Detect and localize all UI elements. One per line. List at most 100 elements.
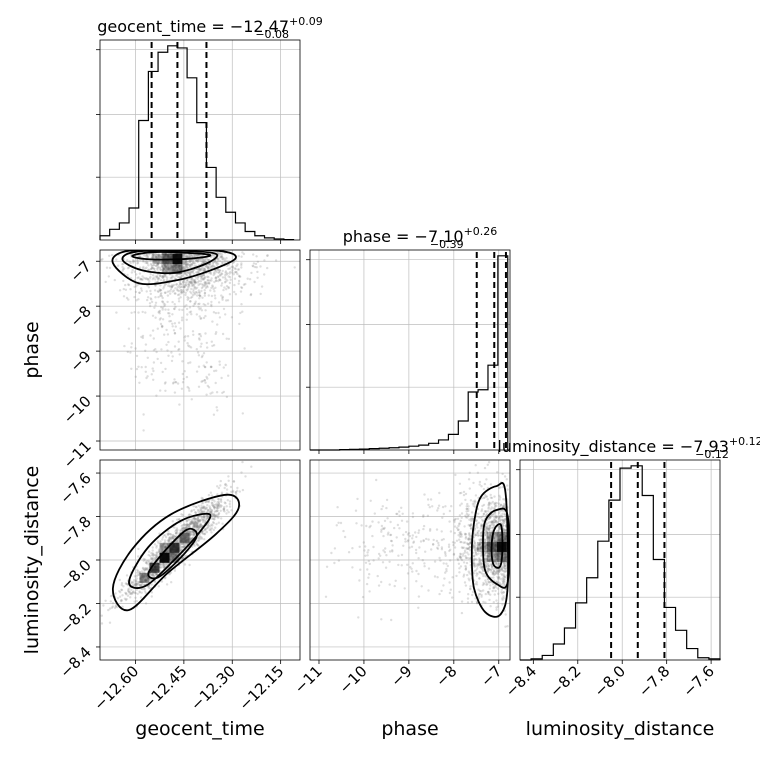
sample-point xyxy=(161,266,165,269)
sample-point xyxy=(192,519,195,522)
sample-point xyxy=(165,562,168,566)
sample-point xyxy=(200,317,203,320)
sample-point xyxy=(192,288,195,291)
sample-point xyxy=(202,273,206,277)
sample-point xyxy=(144,311,147,314)
sample-point xyxy=(473,555,476,558)
sample-point xyxy=(472,554,476,558)
sample-point xyxy=(161,564,164,567)
sample-point xyxy=(366,568,369,571)
sample-point xyxy=(153,543,157,546)
sample-point xyxy=(225,488,229,491)
sample-point xyxy=(153,289,157,292)
sample-point xyxy=(138,255,141,258)
sample-point xyxy=(203,284,206,288)
sample-point xyxy=(197,289,200,292)
sample-point xyxy=(485,531,488,534)
sample-point xyxy=(172,275,175,278)
sample-point xyxy=(146,356,149,359)
sample-point xyxy=(234,267,237,271)
sample-point xyxy=(136,592,139,596)
sample-point xyxy=(485,527,488,530)
sample-point xyxy=(166,542,169,545)
sample-point xyxy=(256,270,259,274)
sample-point xyxy=(173,569,177,572)
sample-point xyxy=(204,507,207,511)
sample-point xyxy=(170,554,173,557)
sample-point xyxy=(190,509,194,512)
sample-point xyxy=(193,302,196,306)
sample-point xyxy=(365,524,368,528)
sample-point xyxy=(503,558,507,562)
sample-point xyxy=(180,524,183,528)
sample-point xyxy=(180,266,184,269)
sample-point xyxy=(215,514,219,518)
sample-point xyxy=(499,503,503,507)
sample-point xyxy=(164,308,167,311)
sample-point xyxy=(197,528,200,531)
sample-point xyxy=(151,557,155,560)
sample-point xyxy=(274,259,278,262)
sample-point xyxy=(458,514,462,517)
sample-point xyxy=(178,264,181,268)
sample-point xyxy=(503,570,506,574)
sample-point xyxy=(175,531,179,534)
sample-point xyxy=(189,513,192,517)
sample-point xyxy=(476,471,480,474)
sample-point xyxy=(166,333,170,336)
sample-point xyxy=(166,349,169,352)
sample-point xyxy=(147,560,151,564)
sample-point xyxy=(193,280,196,284)
sample-point xyxy=(227,479,230,482)
y-tick-label: −7 xyxy=(66,257,94,285)
sample-point xyxy=(216,268,219,272)
sample-point xyxy=(181,372,184,376)
sample-point xyxy=(499,533,502,536)
sample-point xyxy=(194,523,197,527)
sample-point xyxy=(121,265,124,269)
sample-point xyxy=(218,363,221,366)
sample-point xyxy=(155,573,158,576)
sample-point xyxy=(130,588,133,591)
sample-point xyxy=(195,286,199,289)
sample-point xyxy=(135,299,138,302)
sample-point xyxy=(140,278,144,281)
sample-point xyxy=(178,347,181,351)
sample-point xyxy=(144,349,147,352)
sample-point xyxy=(215,261,218,264)
sample-point xyxy=(497,518,500,521)
sample-point xyxy=(460,491,463,495)
sample-point xyxy=(256,260,260,263)
sample-point xyxy=(369,499,372,502)
sample-point xyxy=(168,573,171,576)
sample-point xyxy=(324,595,328,598)
sample-point xyxy=(190,292,193,295)
sample-point xyxy=(162,267,166,271)
sample-point xyxy=(202,258,205,262)
sample-point xyxy=(149,554,152,558)
sample-point xyxy=(186,255,189,259)
sample-point xyxy=(122,279,125,283)
sample-point xyxy=(152,276,155,280)
sample-point xyxy=(493,539,496,543)
sample-point xyxy=(491,573,494,576)
sample-point xyxy=(463,549,467,552)
sample-point xyxy=(214,514,217,518)
sample-point xyxy=(502,510,506,513)
sample-point xyxy=(136,573,139,577)
sample-point xyxy=(153,269,157,273)
sample-point xyxy=(483,482,487,486)
sample-point xyxy=(473,540,476,544)
sample-point xyxy=(492,586,495,589)
panel-frame xyxy=(519,459,721,661)
sample-point xyxy=(469,524,472,527)
sample-point xyxy=(196,528,200,532)
sample-point xyxy=(492,523,495,526)
sample-point xyxy=(472,500,475,503)
sample-point xyxy=(185,530,189,534)
sample-point xyxy=(219,498,223,501)
sample-point xyxy=(217,301,221,304)
sample-point xyxy=(145,561,148,565)
sample-point xyxy=(198,294,201,297)
sample-point xyxy=(467,570,470,573)
